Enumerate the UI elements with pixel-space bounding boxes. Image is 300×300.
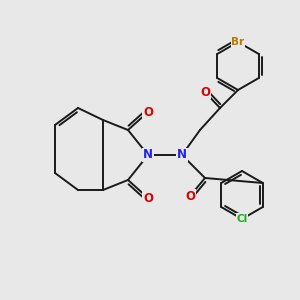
Text: O: O <box>185 190 195 202</box>
Text: O: O <box>143 191 153 205</box>
Text: Cl: Cl <box>236 214 247 224</box>
Text: Br: Br <box>231 37 244 47</box>
Text: N: N <box>177 148 187 161</box>
Text: O: O <box>200 85 210 98</box>
Text: N: N <box>143 148 153 161</box>
Text: O: O <box>143 106 153 118</box>
